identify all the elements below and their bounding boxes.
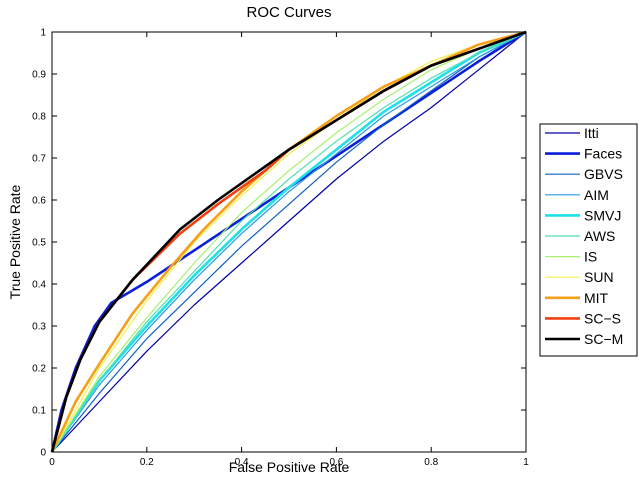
legend: Itti Faces GBVS AIM SMVJ AWS IS SUN MIT SC−S SC−M [539, 123, 638, 357]
legend-label-mit: MIT [584, 290, 609, 306]
y-tick-label: 0.3 [32, 322, 46, 333]
y-tick-label: 0.4 [32, 280, 46, 291]
legend-label-is: IS [584, 249, 597, 265]
legend-label-sc-s: SC−S [584, 310, 621, 326]
y-tick-label: 1 [40, 28, 46, 39]
legend-label-itti: Itti [584, 125, 599, 141]
plot-frame [51, 31, 527, 453]
series-line-sc-m [50, 30, 527, 453]
x-tick-label: 1 [523, 457, 529, 468]
series-layer [50, 30, 527, 453]
x-tick-label: 0.2 [140, 457, 154, 468]
y-tick-label: 0.9 [32, 70, 46, 81]
legend-label-faces: Faces [584, 146, 622, 162]
legend-label-gbvs: GBVS [584, 166, 623, 182]
y-tick-label: 0.6 [32, 196, 46, 207]
y-tick-label: 0 [40, 448, 46, 459]
legend-label-aim: AIM [584, 187, 609, 203]
y-tick-label: 0.7 [32, 154, 46, 165]
series-line-aim [51, 31, 527, 453]
legend-label-sc-m: SC−M [584, 331, 623, 347]
tick-layer: 0 0.2 0.4 0.6 0.8 1 0 0.1 0.2 0.3 0.4 0.5 0.6 0.7 0.8 0… [32, 28, 529, 469]
series-line-itti [51, 31, 527, 453]
legend-label-aws: AWS [584, 228, 615, 244]
x-tick-label: 0.4 [235, 457, 249, 468]
y-tick-label: 0.5 [32, 238, 46, 249]
legend-label-sun: SUN [584, 269, 614, 285]
plot-area: 0 0.2 0.4 0.6 0.8 1 0 0.1 0.2 0.3 0.4 0.5 0.6 0.7 0.8 0… [32, 28, 529, 469]
x-tick-label: 0.8 [424, 457, 438, 468]
legend-label-smvj: SMVJ [584, 207, 621, 223]
y-axis-label: True Positive Rate [7, 184, 23, 299]
y-tick-label: 0.8 [32, 112, 46, 123]
series-line-is [51, 31, 527, 453]
series-line-smvj [50, 30, 527, 453]
x-tick-label: 0.6 [329, 457, 343, 468]
series-line-sun [51, 31, 527, 453]
legend-items: Itti Faces GBVS AIM SMVJ AWS IS SUN MIT SC−S SC−M [545, 125, 623, 347]
series-line-gbvs [51, 31, 527, 453]
y-tick-label: 0.2 [32, 364, 46, 375]
x-tick-label: 0 [49, 457, 55, 468]
y-tick-label: 0.1 [32, 406, 46, 417]
series-line-aws [51, 31, 527, 453]
chart-title: ROC Curves [246, 4, 331, 21]
x-axis-label: False Positive Rate [229, 459, 350, 475]
